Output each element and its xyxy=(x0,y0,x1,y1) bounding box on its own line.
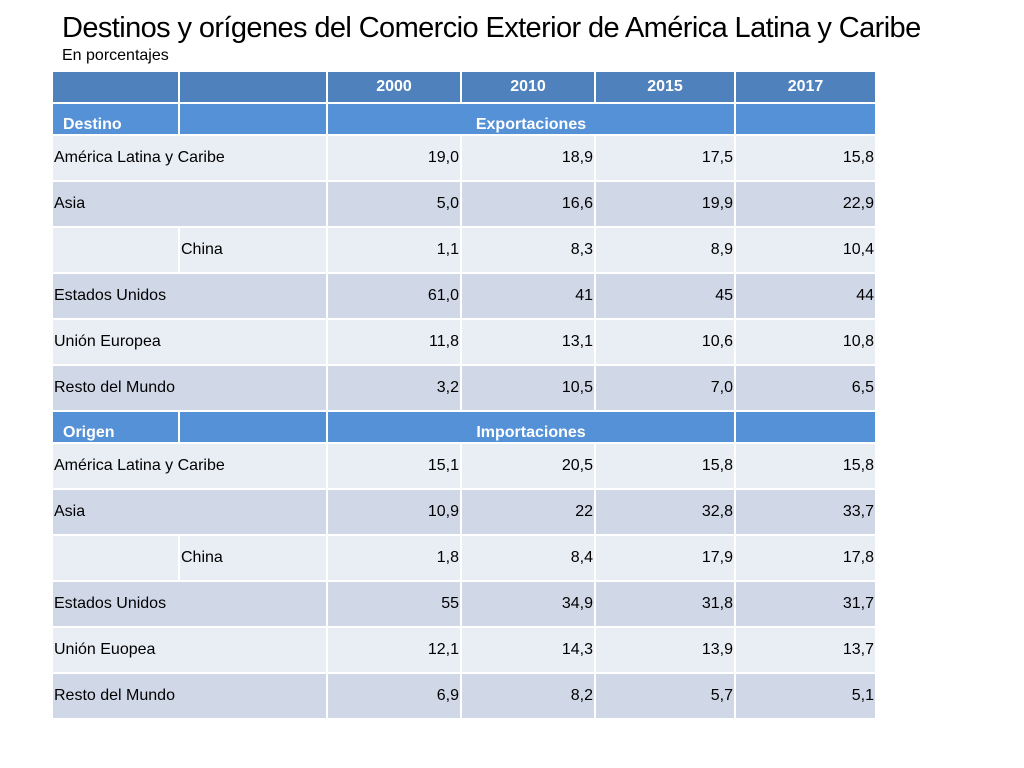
value-cell: 15,1 xyxy=(326,442,462,490)
header-blank-cell xyxy=(178,70,328,104)
region-label: América Latina y Caribe xyxy=(51,134,328,182)
table-row: Estados Unidos 61,0 41 45 44 xyxy=(51,272,877,320)
value-cell: 17,9 xyxy=(594,534,736,582)
region-label: Asia xyxy=(51,180,328,228)
value-cell: 19,0 xyxy=(326,134,462,182)
region-label: Asia xyxy=(51,488,328,536)
table-row: Resto del Mundo 6,9 8,2 5,7 5,1 xyxy=(51,672,877,720)
value-cell: 32,8 xyxy=(594,488,736,536)
table-row: Resto del Mundo 3,2 10,5 7,0 6,5 xyxy=(51,364,877,412)
region-label: Unión Euopea xyxy=(51,626,328,674)
value-cell: 10,9 xyxy=(326,488,462,536)
year-header-cell: 2000 xyxy=(326,70,462,104)
value-cell: 7,0 xyxy=(594,364,736,412)
value-cell: 5,0 xyxy=(326,180,462,228)
value-cell: 1,1 xyxy=(326,226,462,274)
table-row: China 1,8 8,4 17,9 17,8 xyxy=(51,534,877,582)
region-label: Estados Unidos xyxy=(51,272,328,320)
trade-table-body: 2000 2010 2015 2017 Destino Exportaciones… xyxy=(51,70,877,720)
value-cell: 13,1 xyxy=(460,318,596,366)
trade-table: 2000 2010 2015 2017 Destino Exportaciones… xyxy=(51,70,877,720)
region-label: Unión Europea xyxy=(51,318,328,366)
indent-cell xyxy=(51,534,180,582)
year-header-cell: 2015 xyxy=(594,70,736,104)
value-cell: 12,1 xyxy=(326,626,462,674)
value-cell: 6,9 xyxy=(326,672,462,720)
year-header-row: 2000 2010 2015 2017 xyxy=(51,70,877,104)
value-cell: 17,8 xyxy=(734,534,877,582)
value-cell: 14,3 xyxy=(460,626,596,674)
value-cell: 10,5 xyxy=(460,364,596,412)
section-blank-cell xyxy=(734,102,877,136)
table-row: Unión Euopea 12,1 14,3 13,9 13,7 xyxy=(51,626,877,674)
section-blank-cell xyxy=(734,410,877,444)
value-cell: 33,7 xyxy=(734,488,877,536)
value-cell: 17,5 xyxy=(594,134,736,182)
page-subtitle: En porcentajes xyxy=(62,47,169,64)
region-label: Resto del Mundo xyxy=(51,364,328,412)
value-cell: 61,0 xyxy=(326,272,462,320)
value-cell: 13,9 xyxy=(594,626,736,674)
table-row: China 1,1 8,3 8,9 10,4 xyxy=(51,226,877,274)
year-header-cell: 2017 xyxy=(734,70,877,104)
value-cell: 44 xyxy=(734,272,877,320)
section-header-row: Destino Exportaciones xyxy=(51,102,877,136)
table-row: Estados Unidos 55 34,9 31,8 31,7 xyxy=(51,580,877,628)
value-cell: 41 xyxy=(460,272,596,320)
value-cell: 22,9 xyxy=(734,180,877,228)
header-blank-cell xyxy=(51,70,180,104)
indent-cell xyxy=(51,226,180,274)
region-label: América Latina y Caribe xyxy=(51,442,328,490)
value-cell: 8,2 xyxy=(460,672,596,720)
value-cell: 8,4 xyxy=(460,534,596,582)
section-label: Destino xyxy=(51,102,180,136)
value-cell: 6,5 xyxy=(734,364,877,412)
section-blank-cell xyxy=(178,102,328,136)
value-cell: 31,7 xyxy=(734,580,877,628)
value-cell: 19,9 xyxy=(594,180,736,228)
value-cell: 3,2 xyxy=(326,364,462,412)
value-cell: 20,5 xyxy=(460,442,596,490)
value-cell: 5,1 xyxy=(734,672,877,720)
value-cell: 15,8 xyxy=(734,134,877,182)
table-row: América Latina y Caribe 19,0 18,9 17,5 15,8 xyxy=(51,134,877,182)
value-cell: 8,9 xyxy=(594,226,736,274)
value-cell: 13,7 xyxy=(734,626,877,674)
section-header-row: Origen Importaciones xyxy=(51,410,877,444)
value-cell: 10,4 xyxy=(734,226,877,274)
value-cell: 31,8 xyxy=(594,580,736,628)
table-row: Asia 10,9 22 32,8 33,7 xyxy=(51,488,877,536)
value-cell: 1,8 xyxy=(326,534,462,582)
value-cell: 15,8 xyxy=(594,442,736,490)
value-cell: 15,8 xyxy=(734,442,877,490)
value-cell: 10,6 xyxy=(594,318,736,366)
value-cell: 34,9 xyxy=(460,580,596,628)
year-header-cell: 2010 xyxy=(460,70,596,104)
value-cell: 22 xyxy=(460,488,596,536)
value-cell: 11,8 xyxy=(326,318,462,366)
section-label: Origen xyxy=(51,410,180,444)
table-row: Asia 5,0 16,6 19,9 22,9 xyxy=(51,180,877,228)
section-flow-label: Exportaciones xyxy=(326,102,736,136)
table-row: Unión Europea 11,8 13,1 10,6 10,8 xyxy=(51,318,877,366)
page-title: Destinos y orígenes del Comercio Exterio… xyxy=(62,12,921,44)
section-flow-label: Importaciones xyxy=(326,410,736,444)
subregion-label: China xyxy=(178,534,328,582)
value-cell: 16,6 xyxy=(460,180,596,228)
value-cell: 18,9 xyxy=(460,134,596,182)
section-blank-cell xyxy=(178,410,328,444)
subregion-label: China xyxy=(178,226,328,274)
value-cell: 8,3 xyxy=(460,226,596,274)
value-cell: 55 xyxy=(326,580,462,628)
value-cell: 45 xyxy=(594,272,736,320)
region-label: Estados Unidos xyxy=(51,580,328,628)
table-row: América Latina y Caribe 15,1 20,5 15,8 15,8 xyxy=(51,442,877,490)
value-cell: 10,8 xyxy=(734,318,877,366)
value-cell: 5,7 xyxy=(594,672,736,720)
region-label: Resto del Mundo xyxy=(51,672,328,720)
